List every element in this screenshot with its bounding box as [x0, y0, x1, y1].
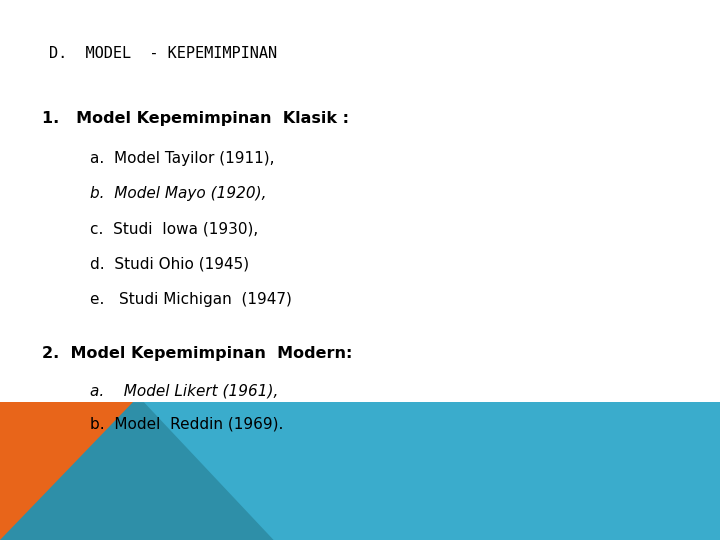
Text: e.   Studi Michigan  (1947): e. Studi Michigan (1947) [90, 292, 292, 307]
Text: 2.  Model Kepemimpinan  Modern:: 2. Model Kepemimpinan Modern: [42, 346, 352, 361]
Text: a.  Model Tayilor (1911),: a. Model Tayilor (1911), [90, 151, 274, 166]
Text: d.  Studi Ohio (1945): d. Studi Ohio (1945) [90, 256, 249, 272]
Text: b.  Model  Reddin (1969).: b. Model Reddin (1969). [90, 417, 284, 432]
Polygon shape [0, 402, 274, 540]
Polygon shape [0, 402, 133, 540]
Polygon shape [0, 402, 720, 540]
Text: a.    Model Likert (1961),: a. Model Likert (1961), [90, 383, 279, 399]
Text: 1.   Model Kepemimpinan  Klasik :: 1. Model Kepemimpinan Klasik : [42, 111, 348, 126]
Text: b.  Model Mayo (1920),: b. Model Mayo (1920), [90, 186, 266, 201]
Text: D.  MODEL  - KEPEMIMPINAN: D. MODEL - KEPEMIMPINAN [49, 46, 277, 61]
Text: c.  Studi  Iowa (1930),: c. Studi Iowa (1930), [90, 221, 258, 237]
